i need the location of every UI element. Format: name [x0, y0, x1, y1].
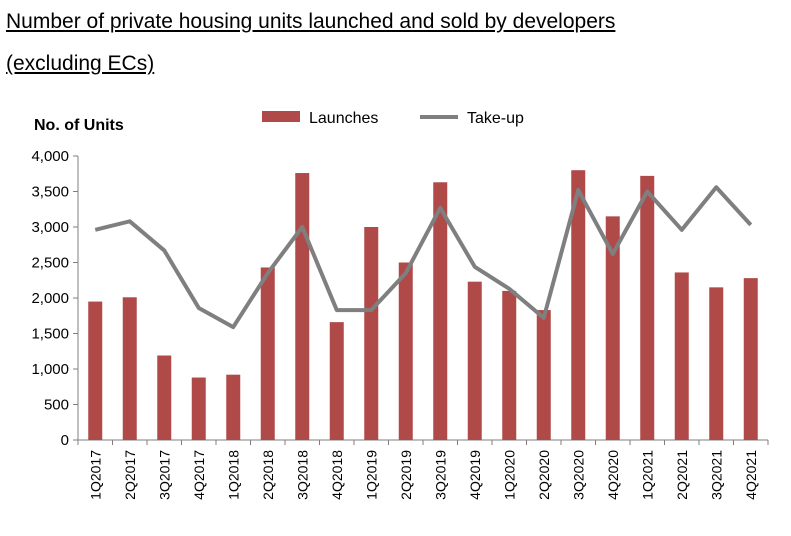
bar-launches	[743, 278, 758, 440]
y-axis-label: No. of Units	[34, 117, 124, 134]
x-tick-label: 2Q2018	[260, 450, 276, 500]
x-tick-label: 4Q2021	[743, 450, 759, 500]
y-tick-label: 500	[44, 397, 69, 414]
bar-launches	[295, 173, 310, 441]
x-tick-label: 4Q2018	[329, 450, 345, 500]
y-tick-label: 2,000	[31, 290, 69, 307]
bar-launches	[467, 281, 482, 440]
bar-launches	[157, 355, 172, 440]
bar-launches	[605, 216, 620, 440]
bar-launches	[88, 301, 103, 440]
bar-launches	[226, 374, 241, 440]
bar-launches	[502, 290, 517, 440]
x-tick-label: 3Q2021	[708, 450, 724, 500]
x-tick-label: 2Q2017	[122, 450, 138, 500]
y-tick-label: 1,500	[31, 326, 69, 343]
x-tick-label: 4Q2017	[191, 450, 207, 500]
x-tick-label: 2Q2020	[536, 450, 552, 500]
x-tick-label: 3Q2019	[432, 450, 448, 500]
x-tick-label: 2Q2021	[674, 450, 690, 500]
legend-swatch-launches	[262, 111, 300, 122]
chart-title-line-2: (excluding ECs)	[6, 52, 155, 75]
x-tick-label: 1Q2017	[87, 450, 103, 500]
y-tick-label: 2,500	[31, 255, 69, 272]
bar-launches	[536, 310, 551, 440]
bar-launches	[191, 377, 206, 440]
legend-label-take-up: Take-up	[467, 110, 524, 127]
bar-launches	[122, 297, 137, 440]
x-tick-label: 1Q2020	[501, 450, 517, 500]
bar-launches	[260, 267, 275, 440]
bar-launches	[709, 287, 724, 440]
x-tick-label: 3Q2020	[570, 450, 586, 500]
bar-launches	[674, 272, 689, 440]
x-tick-label: 1Q2018	[225, 450, 241, 500]
bar-launches	[329, 322, 344, 440]
line-take-up	[94, 185, 753, 330]
bar-launches	[640, 175, 655, 440]
legend-label-launches: Launches	[309, 110, 378, 127]
y-tick-label: 1,000	[31, 361, 69, 378]
chart-title-line-1: Number of private housing units launched…	[6, 10, 616, 33]
x-tick-label: 3Q2018	[294, 450, 310, 500]
x-tick-label: 1Q2021	[639, 450, 655, 500]
x-tick-label: 1Q2019	[363, 450, 379, 500]
y-tick-label: 4,000	[31, 148, 69, 165]
bar-launches	[364, 227, 379, 440]
x-tick-label: 4Q2019	[467, 450, 483, 500]
y-tick-label: 3,000	[31, 219, 69, 236]
x-tick-label: 4Q2020	[605, 450, 621, 500]
bar-launches	[571, 170, 586, 440]
bar-launches	[398, 262, 413, 440]
x-tick-label: 3Q2017	[156, 450, 172, 500]
x-tick-label: 2Q2019	[398, 450, 414, 500]
bar-launches	[433, 182, 448, 440]
y-tick-label: 0	[61, 432, 69, 449]
y-tick-label: 3,500	[31, 184, 69, 201]
